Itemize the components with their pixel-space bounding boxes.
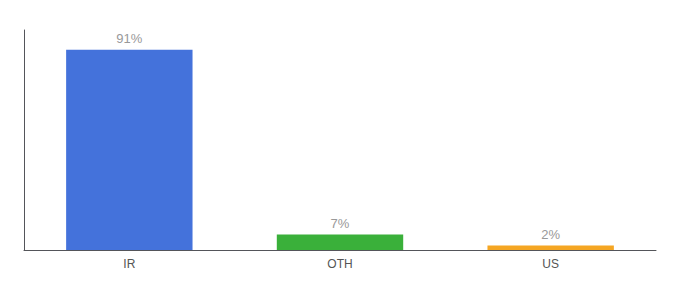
svg-text:7%: 7% xyxy=(331,216,350,231)
svg-text:OTH: OTH xyxy=(327,257,352,271)
svg-text:US: US xyxy=(542,257,559,271)
svg-text:91%: 91% xyxy=(116,31,142,46)
svg-text:2%: 2% xyxy=(541,227,560,242)
svg-text:IR: IR xyxy=(123,257,135,271)
